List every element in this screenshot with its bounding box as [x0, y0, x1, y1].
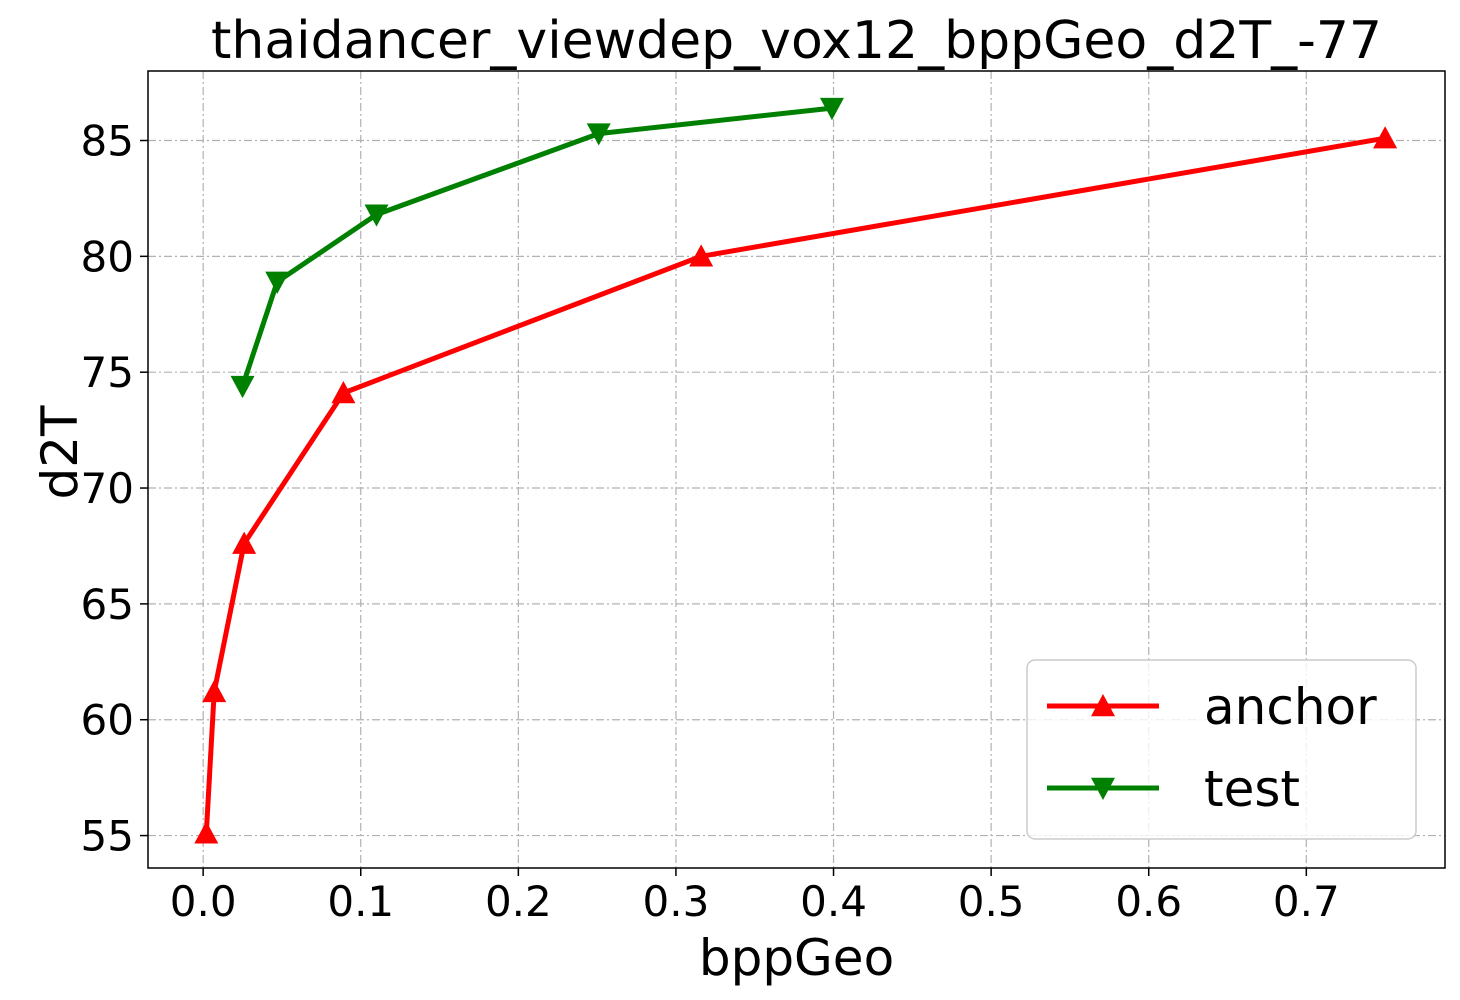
- y-axis-title: d2T: [31, 405, 89, 500]
- data-point-test: [230, 375, 255, 399]
- legend-label-anchor: anchor: [1204, 678, 1377, 736]
- data-point-anchor: [1373, 126, 1398, 149]
- legend-marker-test: [1091, 777, 1115, 800]
- y-tick-label: 80: [81, 232, 134, 281]
- x-tick-label: 0.6: [1115, 877, 1182, 926]
- y-tick-label: 55: [81, 812, 134, 861]
- y-tick-label: 85: [81, 117, 134, 166]
- data-point-anchor: [232, 531, 257, 554]
- legend-entry-anchor: anchor: [1047, 678, 1377, 736]
- y-tick-label: 60: [81, 696, 134, 745]
- x-tick-label: 0.5: [958, 877, 1025, 926]
- data-point-anchor: [331, 381, 356, 404]
- data-point-test: [364, 204, 389, 227]
- legend-entries: anchor test: [1047, 678, 1377, 818]
- x-tick-label: 0.1: [327, 877, 394, 926]
- x-tick-label: 0.0: [170, 877, 237, 926]
- chart-title: thaidancer_viewdep_vox12_bppGeo_d2T_-77: [211, 11, 1382, 71]
- data-point-test: [586, 123, 611, 146]
- data-point-test: [819, 97, 844, 121]
- x-tick-label: 0.7: [1273, 877, 1340, 926]
- legend-label-test: test: [1204, 760, 1300, 818]
- axis-ticks: 0.0 0.1 0.2 0.3 0.4 0.5 0.6 0.7 55 60 65 70 75 80 85: [81, 117, 1340, 926]
- data-point-anchor: [202, 679, 227, 703]
- series-group: [194, 97, 1398, 844]
- plot-area-frame: [147, 70, 1446, 869]
- x-tick-label: 0.4: [800, 877, 867, 926]
- legend-entry-test: test: [1047, 760, 1300, 818]
- series-test: [230, 97, 844, 399]
- data-point-anchor: [194, 821, 219, 844]
- x-tick-label: 0.3: [643, 877, 710, 926]
- legend-marker-anchor: [1091, 694, 1115, 717]
- series-anchor: [194, 126, 1398, 844]
- y-tick-label: 65: [81, 580, 134, 629]
- x-tick-label: 0.2: [485, 877, 552, 926]
- y-tick-label: 70: [81, 464, 134, 513]
- y-tick-label: 75: [81, 348, 134, 397]
- data-point-anchor: [689, 244, 714, 267]
- data-point-test: [265, 271, 290, 294]
- series-line-anchor: [203, 135, 1386, 834]
- legend: anchor test: [1026, 659, 1417, 840]
- x-axis-title: bppGeo: [699, 929, 894, 987]
